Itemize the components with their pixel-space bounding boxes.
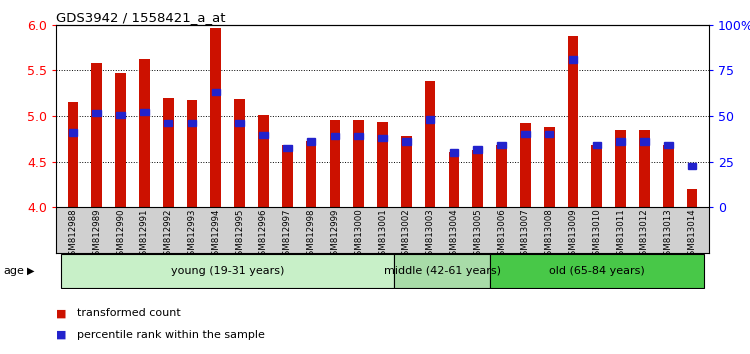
Text: ▶: ▶	[27, 266, 34, 276]
Text: GSM812990: GSM812990	[116, 209, 125, 261]
Text: middle (42-61 years): middle (42-61 years)	[383, 266, 500, 276]
Bar	[616, 138, 625, 145]
Bar	[187, 99, 197, 207]
Bar	[687, 189, 698, 207]
Text: GSM812994: GSM812994	[211, 209, 220, 261]
Text: GSM813011: GSM813011	[616, 209, 626, 261]
Bar	[92, 110, 101, 116]
Text: GSM812996: GSM812996	[259, 209, 268, 261]
Bar	[306, 142, 316, 207]
Text: GSM812993: GSM812993	[188, 209, 196, 261]
Text: GSM812998: GSM812998	[307, 209, 316, 261]
Bar	[472, 150, 483, 207]
Text: percentile rank within the sample: percentile rank within the sample	[77, 330, 266, 339]
Text: ■: ■	[56, 308, 67, 318]
Bar	[568, 56, 578, 63]
Text: GSM812991: GSM812991	[140, 209, 148, 261]
Bar	[497, 142, 506, 148]
Bar	[568, 36, 578, 207]
Text: GSM813008: GSM813008	[544, 209, 554, 261]
Bar	[426, 116, 434, 123]
Bar	[544, 127, 554, 207]
Text: GSM812988: GSM812988	[68, 209, 77, 261]
Text: GSM813006: GSM813006	[497, 209, 506, 261]
Text: young (19-31 years): young (19-31 years)	[171, 266, 284, 276]
Bar	[688, 163, 696, 169]
Text: GSM812992: GSM812992	[164, 209, 172, 261]
Bar	[331, 133, 339, 139]
Bar	[188, 120, 196, 126]
Text: GSM813000: GSM813000	[354, 209, 363, 261]
Text: GSM813003: GSM813003	[426, 209, 435, 261]
Bar	[355, 133, 363, 139]
Bar	[592, 142, 601, 148]
Bar	[234, 99, 245, 207]
Bar	[116, 73, 126, 207]
Bar	[640, 138, 649, 145]
Bar	[116, 112, 124, 118]
Text: GSM813014: GSM813014	[688, 209, 697, 261]
Text: GSM813012: GSM813012	[640, 209, 649, 261]
Bar	[69, 129, 77, 136]
Bar	[164, 120, 172, 126]
Bar	[211, 28, 221, 207]
Bar	[163, 98, 173, 207]
Bar	[402, 138, 410, 145]
Bar	[283, 145, 292, 151]
Bar	[140, 109, 148, 115]
Bar	[260, 132, 268, 138]
Bar	[139, 59, 150, 207]
Bar	[424, 81, 436, 207]
Text: GSM813013: GSM813013	[664, 209, 673, 261]
Bar	[236, 120, 244, 126]
Bar	[592, 145, 602, 207]
Text: GSM813002: GSM813002	[402, 209, 411, 261]
Bar	[664, 142, 673, 148]
Bar	[490, 254, 704, 288]
Bar	[520, 123, 531, 207]
Bar	[211, 89, 220, 96]
Bar	[329, 120, 340, 207]
Text: GSM812989: GSM812989	[92, 209, 101, 261]
Text: GSM812995: GSM812995	[235, 209, 244, 261]
Text: GDS3942 / 1558421_a_at: GDS3942 / 1558421_a_at	[56, 11, 226, 24]
Text: age: age	[4, 266, 25, 276]
Text: GSM812999: GSM812999	[330, 209, 339, 261]
Bar	[258, 115, 268, 207]
Text: GSM813005: GSM813005	[473, 209, 482, 261]
Text: GSM812997: GSM812997	[283, 209, 292, 261]
Bar	[663, 145, 674, 207]
Text: old (65-84 years): old (65-84 years)	[549, 266, 645, 276]
Bar	[448, 153, 459, 207]
Bar	[473, 147, 482, 153]
Bar	[61, 254, 394, 288]
Text: GSM813009: GSM813009	[568, 209, 578, 261]
Bar	[353, 120, 364, 207]
Bar	[394, 254, 490, 288]
Bar	[521, 131, 530, 137]
Bar	[450, 149, 458, 156]
Bar	[401, 136, 412, 207]
Bar	[68, 102, 78, 207]
Text: GSM813007: GSM813007	[521, 209, 530, 261]
Bar	[615, 130, 626, 207]
Bar	[282, 145, 292, 207]
Text: ■: ■	[56, 330, 67, 339]
Text: GSM813001: GSM813001	[378, 209, 387, 261]
Bar	[307, 138, 315, 145]
Text: GSM813010: GSM813010	[592, 209, 602, 261]
Bar	[639, 130, 650, 207]
Text: transformed count: transformed count	[77, 308, 181, 318]
Bar	[545, 131, 554, 137]
Text: GSM813004: GSM813004	[449, 209, 458, 261]
Bar	[378, 135, 387, 141]
Bar	[496, 145, 507, 207]
Bar	[92, 63, 102, 207]
Bar	[377, 122, 388, 207]
